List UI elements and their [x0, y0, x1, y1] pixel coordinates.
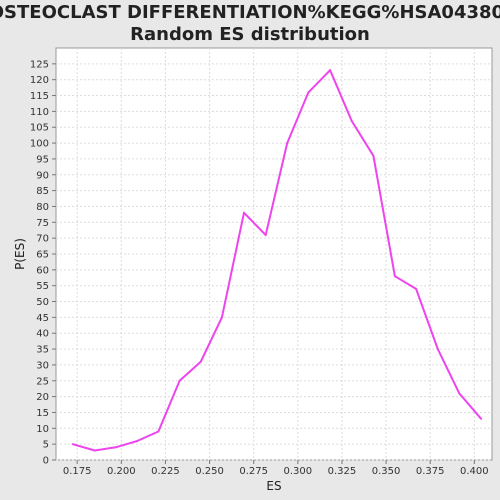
data-point: [114, 446, 117, 449]
y-tick-label: 0: [43, 456, 49, 467]
x-tick-label: 0.375: [416, 466, 445, 477]
data-point: [93, 449, 96, 452]
series-line: [72, 69, 482, 452]
y-tick-label: 20: [36, 392, 49, 403]
y-tick-label: 40: [36, 329, 49, 340]
y-tick-label: 110: [30, 107, 49, 118]
y-tick-label: 125: [30, 59, 49, 70]
y-tick-label: 115: [30, 91, 49, 102]
x-tick-label: 0.275: [239, 466, 268, 477]
data-point: [220, 316, 223, 319]
y-tick-label: 10: [36, 424, 49, 435]
data-point: [480, 417, 483, 420]
data-point: [458, 392, 461, 395]
y-tick-label: 5: [43, 440, 49, 451]
series-layer: [71, 69, 483, 452]
data-point: [178, 379, 181, 382]
y-axis-label: P(ES): [13, 238, 27, 270]
data-point: [71, 443, 74, 446]
data-point: [264, 233, 267, 236]
y-tick-label: 55: [36, 281, 49, 292]
axes: 0 5 10 15 20 25 30 35 40 45 50 55 60 65 70 75 80 85 90 95 10…: [30, 59, 489, 477]
x-tick-label: 0.225: [151, 466, 180, 477]
y-tick-label: 45: [36, 313, 49, 324]
chart-title-line-1: OSTEOCLAST DIFFERENTIATION%KEGG%HSA04380…: [0, 2, 500, 23]
data-point: [136, 439, 139, 442]
y-tick-label: 75: [36, 218, 49, 229]
y-tick-label: 25: [36, 376, 49, 387]
data-point: [157, 430, 160, 433]
x-tick-label: 0.300: [284, 466, 313, 477]
y-tick-label: 105: [30, 123, 49, 134]
y-tick-label: 100: [30, 139, 49, 150]
y-tick-label: 90: [36, 170, 49, 181]
x-tick-label: 0.400: [460, 466, 489, 477]
x-axis-label: ES: [266, 479, 281, 493]
data-point: [307, 91, 310, 94]
data-point: [436, 348, 439, 351]
y-tick-label: 50: [36, 297, 49, 308]
data-point: [372, 154, 375, 157]
y-tick-label: 70: [36, 234, 49, 245]
x-tick-label: 0.325: [328, 466, 357, 477]
y-tick-label: 85: [36, 186, 49, 197]
y-tick-label: 60: [36, 265, 49, 276]
data-point: [350, 119, 353, 122]
y-tick-label: 35: [36, 345, 49, 356]
x-tick-label: 0.200: [107, 466, 136, 477]
data-point: [242, 211, 245, 214]
data-point: [329, 69, 332, 72]
data-point: [199, 360, 202, 363]
y-tick-label: 65: [36, 250, 49, 261]
y-tick-label: 120: [30, 75, 49, 86]
data-point: [415, 287, 418, 290]
y-tick-label: 30: [36, 360, 49, 371]
data-point: [286, 142, 289, 145]
data-point: [393, 275, 396, 278]
x-tick-label: 0.250: [195, 466, 224, 477]
y-tick-label: 95: [36, 154, 49, 165]
chart-title-line-2: Random ES distribution: [130, 24, 370, 45]
y-tick-label: 15: [36, 408, 49, 419]
x-tick-label: 0.350: [372, 466, 401, 477]
x-tick-label: 0.175: [63, 466, 92, 477]
y-tick-label: 80: [36, 202, 49, 213]
